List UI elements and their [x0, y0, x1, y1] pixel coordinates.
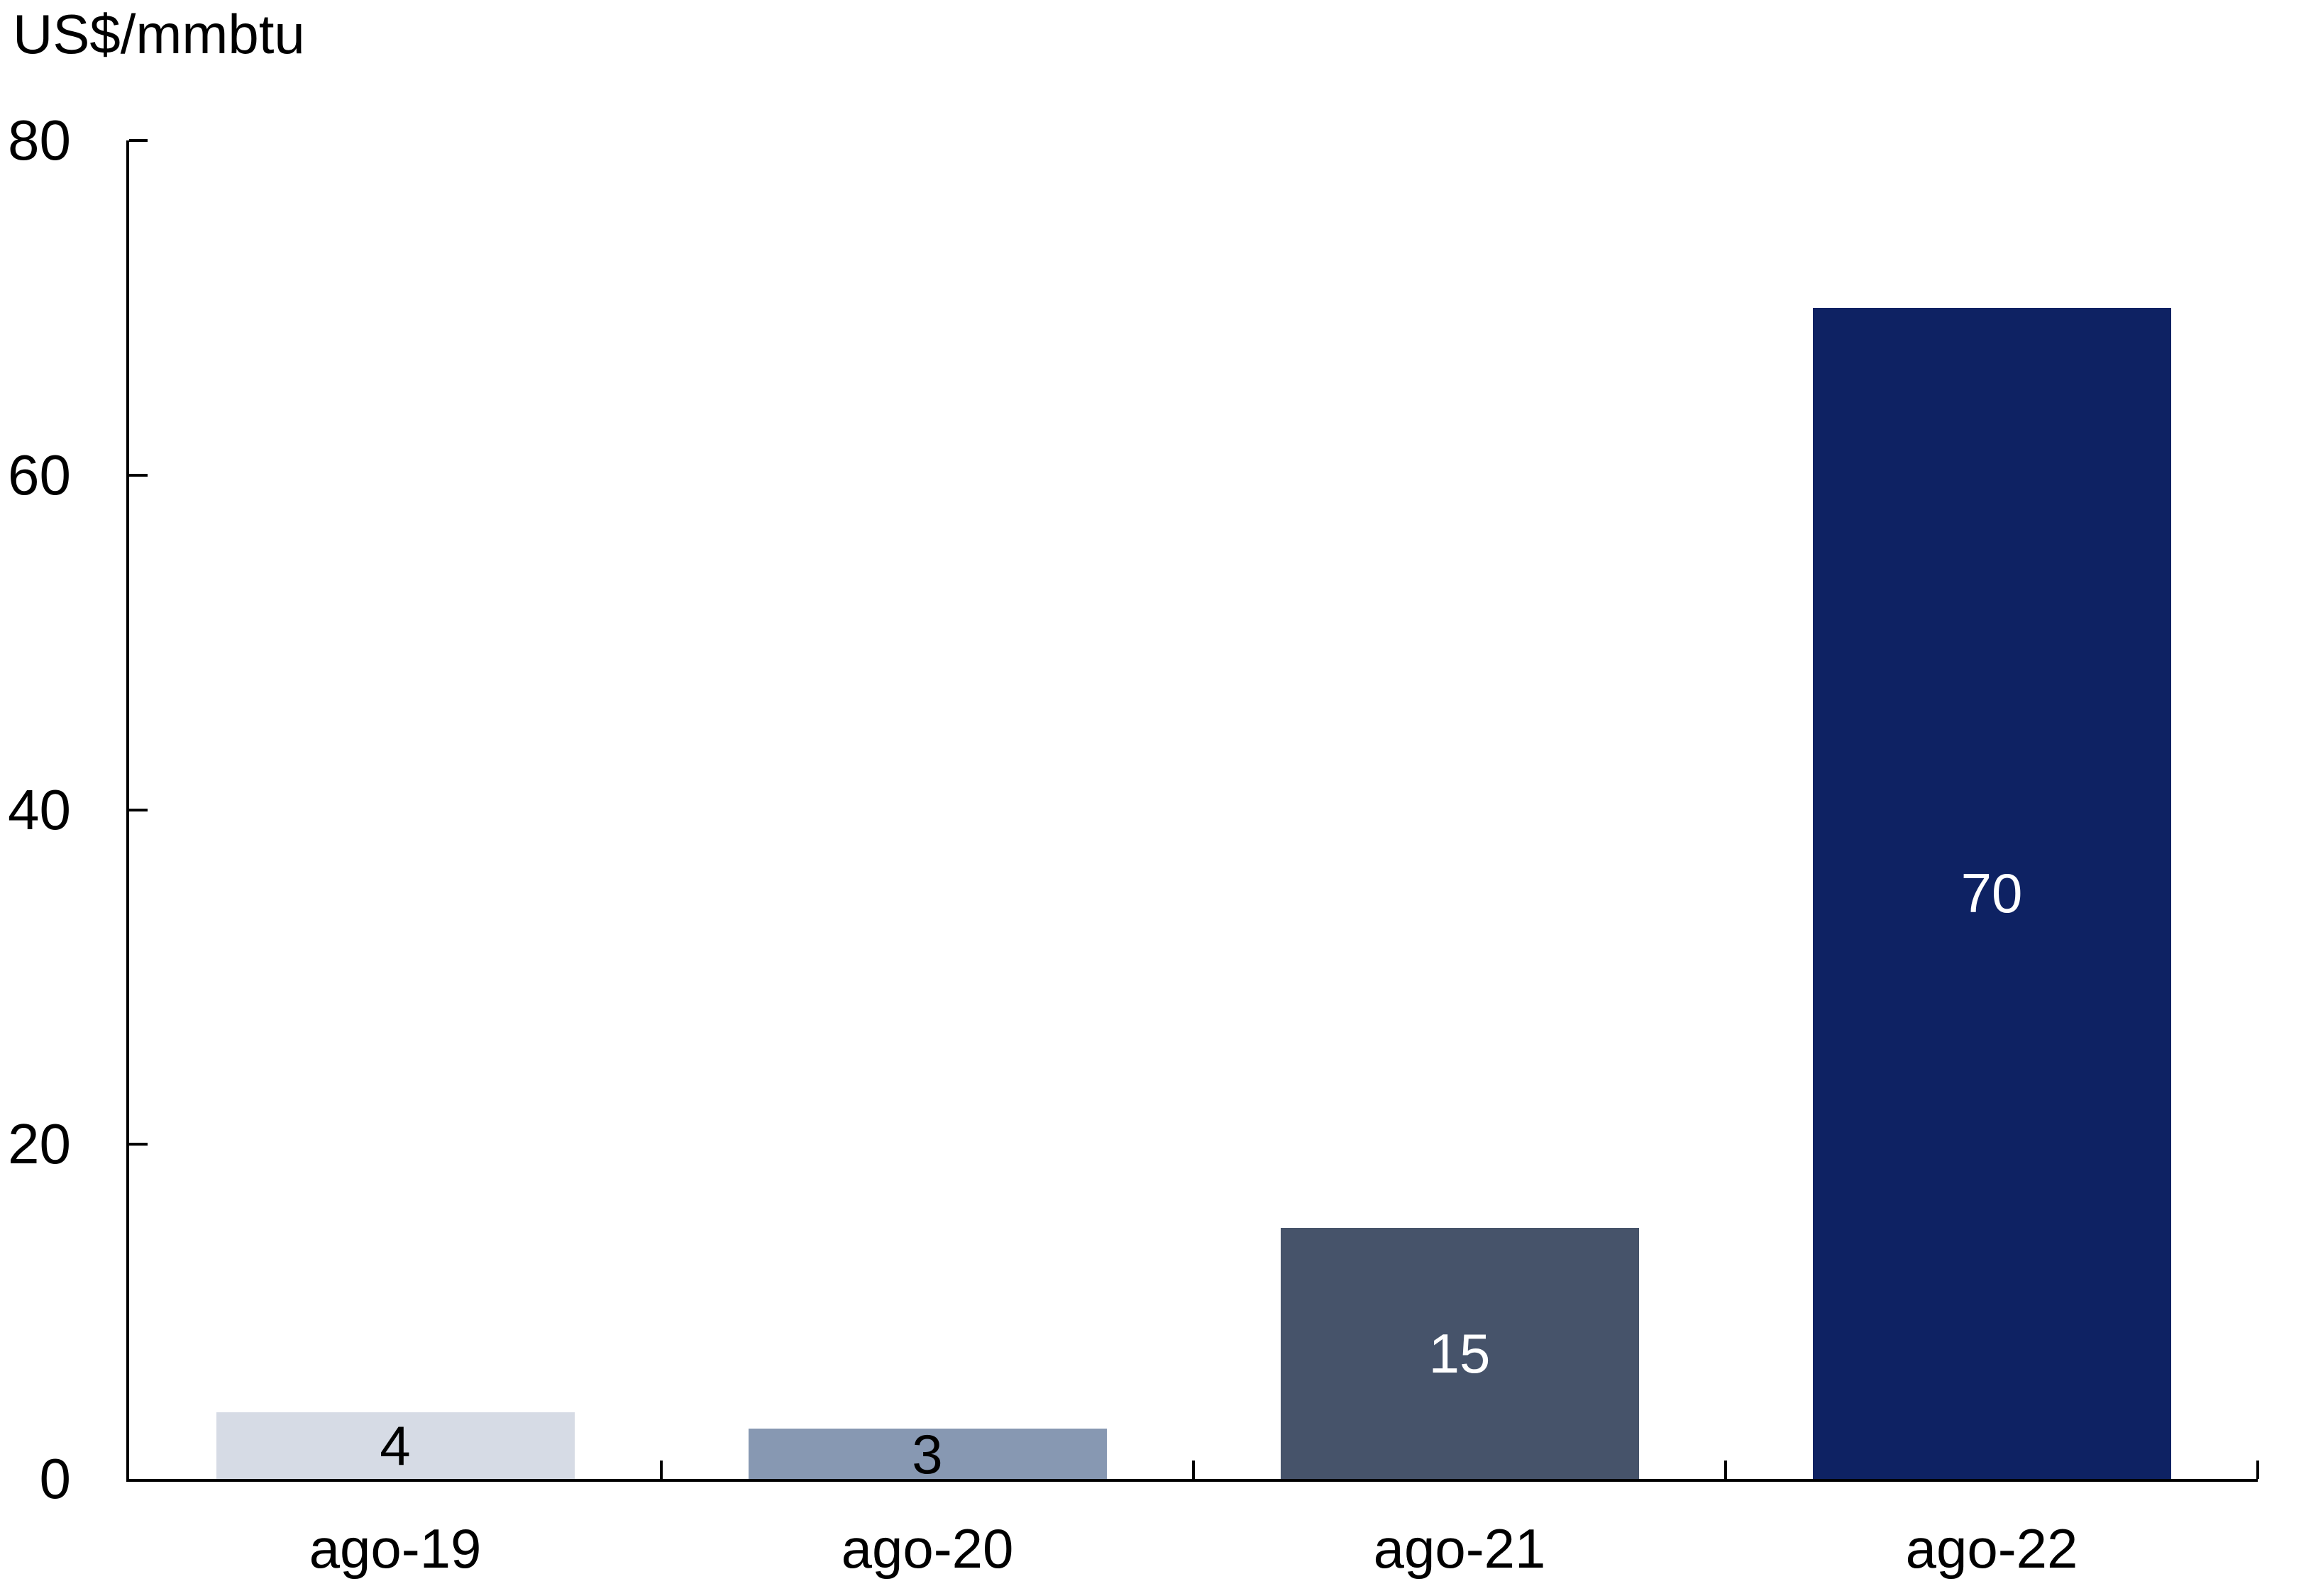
- x-tick-mark-4: [2256, 1461, 2259, 1479]
- x-tick-mark-3: [1724, 1461, 1727, 1479]
- y-tick-label-20: 20: [8, 1112, 71, 1176]
- x-category-label-ago-22: ago-22: [1905, 1517, 2078, 1580]
- bar-ago-22: 70: [1812, 307, 2171, 1479]
- bar-value-label-ago-21: 15: [1428, 1322, 1491, 1385]
- bar-ago-21: 15: [1280, 1228, 1639, 1479]
- x-axis-line: [126, 1479, 2258, 1482]
- y-tick-mark-80: [129, 139, 148, 142]
- y-tick-label-80: 80: [8, 109, 71, 172]
- y-tick-mark-40: [129, 808, 148, 811]
- y-tick-mark-60: [129, 473, 148, 477]
- x-category-label-ago-19: ago-19: [309, 1517, 482, 1580]
- x-category-label-ago-20: ago-20: [841, 1517, 1014, 1580]
- y-tick-label-40: 40: [8, 777, 71, 841]
- x-tick-mark-1: [660, 1461, 663, 1479]
- bar-ago-19: 4: [216, 1412, 575, 1479]
- x-tick-mark-2: [1192, 1461, 1195, 1479]
- y-axis-line: [126, 140, 129, 1482]
- x-category-label-ago-21: ago-21: [1373, 1517, 1546, 1580]
- bar-ago-20: 3: [748, 1422, 1107, 1485]
- bar-value-label-ago-20: 3: [912, 1422, 943, 1485]
- y-tick-label-60: 60: [8, 443, 71, 506]
- y-tick-mark-20: [129, 1143, 148, 1146]
- bar-value-label-ago-22: 70: [1960, 862, 2023, 925]
- y-tick-label-0: 0: [39, 1447, 72, 1510]
- bar-value-label-ago-19: 4: [380, 1414, 411, 1477]
- y-axis-unit-label: US$/mmbtu: [13, 3, 305, 65]
